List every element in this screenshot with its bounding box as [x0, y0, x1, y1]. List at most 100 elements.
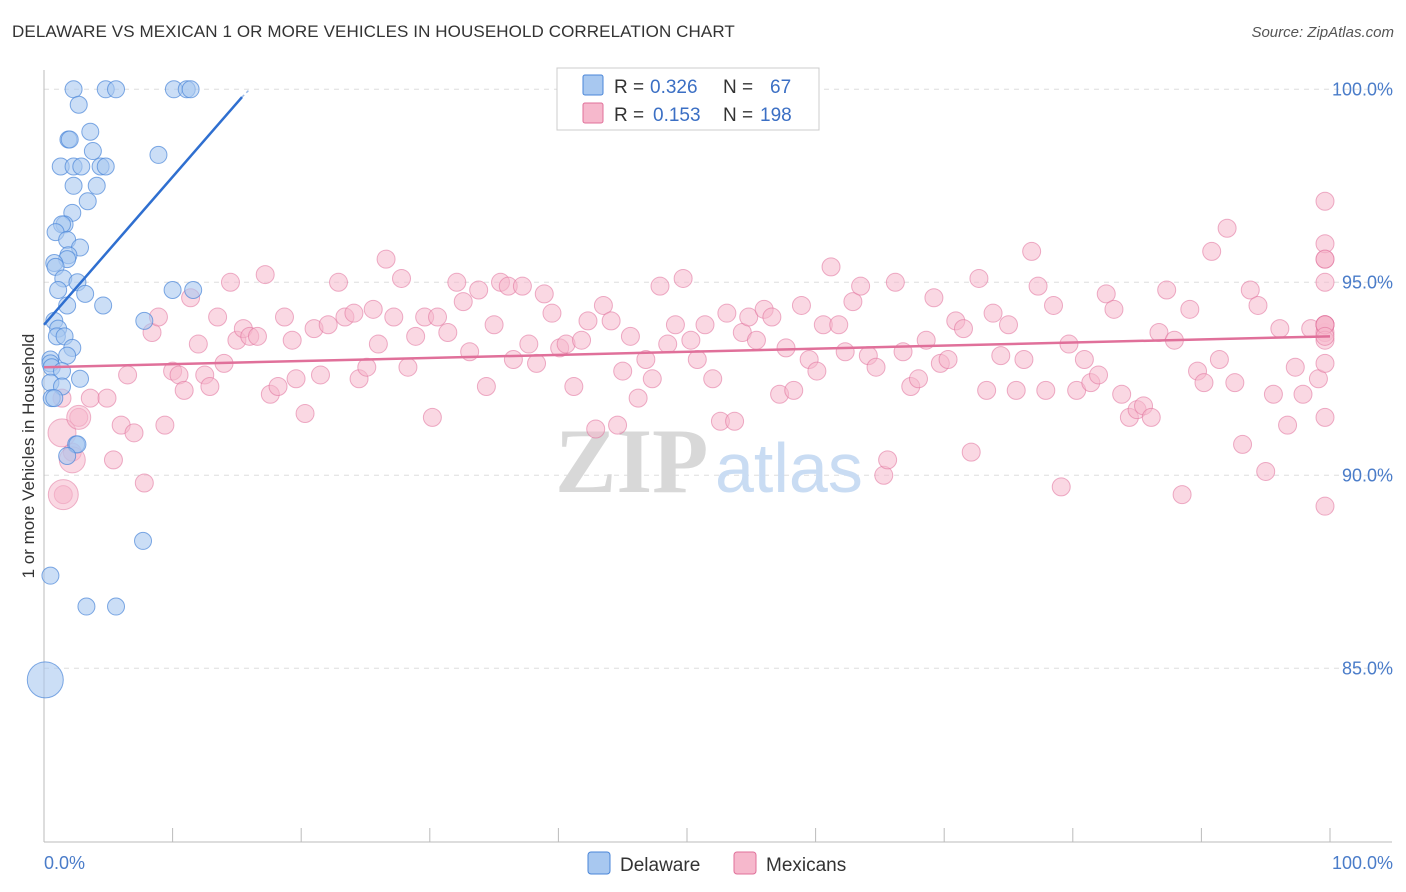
- mexicans-point: [717, 303, 737, 323]
- watermark-zip: ZIP: [555, 410, 708, 512]
- mexicans-point: [406, 326, 426, 346]
- y-tick-label-85: 85.0%: [1342, 658, 1393, 678]
- x-tick-label-max: 100.0%: [1332, 853, 1393, 873]
- stats-n-label-delaware: N =: [723, 77, 753, 98]
- delaware-trend-extension: [241, 88, 251, 98]
- stats-n-label-mexicans: N =: [723, 105, 753, 126]
- mexicans-point: [658, 334, 678, 354]
- mexicans-point: [124, 423, 144, 443]
- delaware-point: [64, 80, 83, 99]
- mexicans-point: [578, 311, 598, 331]
- mexicans-point: [636, 350, 656, 369]
- mexicans-point: [807, 361, 827, 381]
- mexicans-point: [1315, 191, 1335, 211]
- mexicans-point: [1248, 295, 1268, 315]
- delaware-point: [76, 284, 95, 303]
- mexicans-point: [1263, 384, 1283, 404]
- delaware-point: [184, 281, 203, 300]
- axes: [43, 70, 1392, 843]
- mexicans-point: [1233, 434, 1253, 454]
- stats-legend-swatch-mexicans: [582, 102, 604, 124]
- delaware-point: [68, 435, 87, 454]
- mexicans-point: [80, 388, 100, 408]
- mexicans-point: [1028, 276, 1048, 296]
- mexicans-point: [97, 388, 117, 408]
- delaware-point: [69, 95, 88, 114]
- legend-swatch-delaware: [587, 851, 611, 875]
- delaware-point: [64, 176, 83, 195]
- mexicans-point: [1240, 280, 1260, 300]
- mexicans-point: [484, 315, 504, 335]
- mexicans-trend-line: [43, 335, 1331, 369]
- stats-legend: R = 0.326 N = 67 R = 0.153 N = 198: [556, 67, 820, 131]
- mexicans-point: [200, 377, 220, 397]
- mexicans-point: [703, 369, 723, 389]
- mexicans-point: [1225, 373, 1245, 393]
- mexicans-point: [1089, 365, 1109, 385]
- y-axis-title: 1 or more Vehicles in Household: [19, 334, 38, 579]
- delaware-point: [72, 157, 91, 176]
- mexicans-point: [1315, 353, 1335, 373]
- delaware-point: [83, 142, 102, 161]
- mexicans-point: [938, 350, 958, 369]
- stats-r-label-delaware: R =: [614, 77, 644, 98]
- mexicans-point: [1285, 357, 1305, 377]
- y-tick-label-90: 90.0%: [1342, 465, 1393, 485]
- mexicans-point: [586, 419, 606, 439]
- mexicans-point: [155, 415, 175, 435]
- mexicans-point: [829, 315, 849, 335]
- mexicans-point: [1194, 373, 1214, 393]
- mexicans-point: [695, 315, 715, 335]
- mexicans-point: [1315, 407, 1335, 427]
- mexicans-point: [310, 365, 330, 385]
- legend-label-delaware: Delaware: [620, 855, 700, 876]
- delaware-point: [77, 597, 96, 616]
- mexicans-point: [650, 276, 670, 296]
- mexicans-point: [542, 303, 562, 323]
- delaware-point: [78, 192, 97, 211]
- delaware-point: [107, 597, 126, 616]
- mexicans-point: [628, 388, 648, 408]
- y-tick-label-100: 100.0%: [1332, 79, 1393, 99]
- mexicans-point: [885, 272, 905, 292]
- mexicans-point: [821, 257, 841, 277]
- mexicans-point: [519, 334, 539, 354]
- mexicans-point: [608, 415, 628, 435]
- delaware-point: [96, 157, 115, 176]
- delaware-point: [135, 311, 154, 330]
- delaware-point: [71, 369, 90, 388]
- mexicans-point: [991, 346, 1011, 366]
- delaware-point: [149, 145, 168, 164]
- mexicans-point: [220, 272, 240, 292]
- delaware-point: [81, 122, 100, 141]
- chart-source: Source: ZipAtlas.com: [1251, 24, 1394, 41]
- stats-r-value-mexicans: 0.153: [653, 105, 701, 126]
- mexicans-point: [188, 334, 208, 354]
- mexicans-point: [344, 303, 364, 323]
- mexicans-point: [866, 357, 886, 377]
- mexicans-point: [1112, 384, 1132, 404]
- mexicans-point: [924, 288, 944, 308]
- mexicans-point: [999, 315, 1018, 335]
- mexicans-point: [208, 307, 228, 327]
- mexicans-points: [47, 191, 1335, 516]
- mexicans-point: [961, 442, 981, 462]
- delaware-point: [134, 531, 153, 550]
- mexicans-point: [1293, 384, 1313, 404]
- mexicans-point: [534, 284, 554, 304]
- watermark: ZIP atlas: [555, 410, 863, 512]
- mexicans-point: [593, 295, 613, 315]
- mexicans-point: [725, 411, 745, 431]
- delaware-point: [41, 566, 60, 585]
- mexicans-point: [739, 307, 759, 327]
- y-tick-label-95: 95.0%: [1342, 272, 1393, 292]
- mexicans-point: [1202, 241, 1222, 261]
- mexicans-point: [1051, 477, 1071, 497]
- mexicans-point: [134, 473, 154, 493]
- mexicans-point: [512, 276, 532, 296]
- mexicans-point: [762, 307, 782, 327]
- mexicans-point: [438, 322, 458, 342]
- mexicans-point: [1014, 350, 1034, 369]
- mexicans-point: [376, 249, 396, 269]
